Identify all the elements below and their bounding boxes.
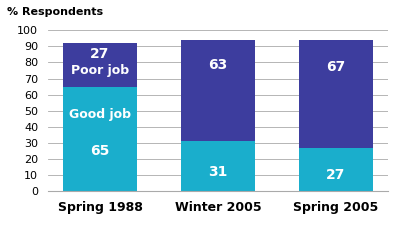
Bar <box>64 87 136 191</box>
Text: Poor job: Poor job <box>71 64 129 77</box>
Text: Good job: Good job <box>69 108 131 121</box>
Bar <box>64 43 136 87</box>
Bar <box>300 148 372 191</box>
Text: 65: 65 <box>90 144 110 158</box>
Bar <box>182 40 254 141</box>
Bar <box>300 40 372 148</box>
Bar <box>182 141 254 191</box>
Text: 67: 67 <box>326 60 346 74</box>
Text: 27: 27 <box>326 168 346 182</box>
Text: 27: 27 <box>90 47 110 61</box>
Text: 31: 31 <box>208 165 228 179</box>
Text: % Respondents: % Respondents <box>7 7 103 17</box>
Text: 63: 63 <box>208 58 228 72</box>
